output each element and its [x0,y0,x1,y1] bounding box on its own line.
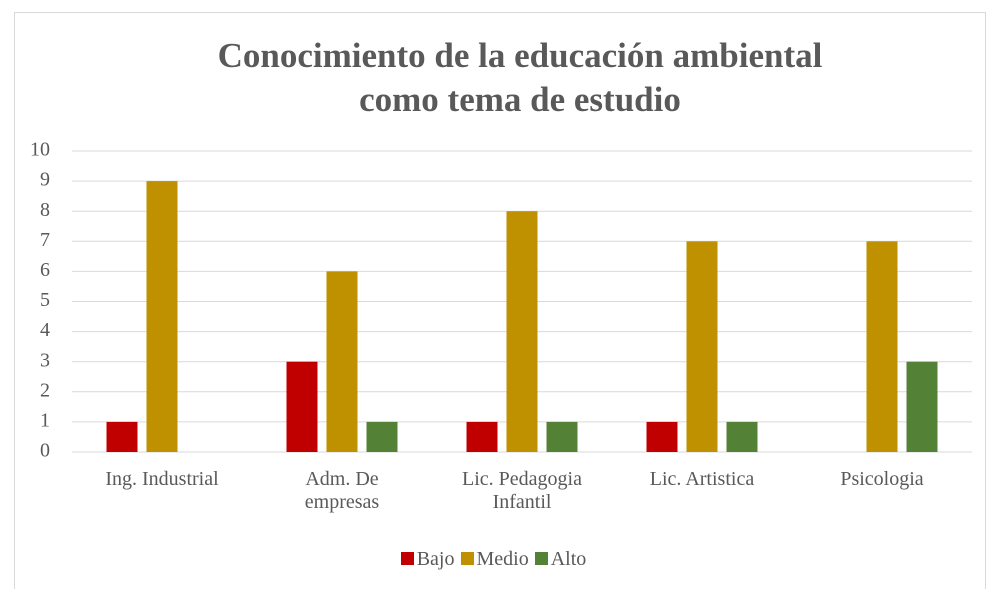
y-tick-label: 1 [40,409,50,431]
legend-swatch [460,552,474,565]
legend-item: Bajo [400,548,455,571]
bar [866,241,898,452]
legend-item: Alto [534,548,587,571]
y-tick-label: 4 [40,319,50,341]
bar [906,361,938,452]
chart-title: Conocimiento de la educación ambiental c… [217,36,823,119]
bar [546,421,578,452]
x-tick-label: Psicologia [840,468,924,490]
bar [286,361,318,452]
bar [326,271,358,452]
bar [106,421,138,452]
x-tick-label: Ing. Industrial [105,468,219,490]
chart-frame [14,12,986,589]
legend-swatch [400,552,414,565]
bar [646,421,678,452]
bar [506,211,538,452]
bar [366,421,398,452]
y-tick-label: 0 [40,440,50,462]
bar [726,421,758,452]
legend-label: Alto [550,548,587,570]
legend-label: Medio [476,548,529,570]
y-tick-label: 9 [40,169,50,191]
x-tick-label: Adm. De empresas [304,468,380,513]
legend-label: Bajo [416,548,455,570]
y-tick-label: 10 [30,139,50,161]
y-tick-label: 5 [40,289,50,311]
bar [146,181,178,452]
y-tick-label: 6 [40,259,50,281]
y-tick-label: 3 [40,349,50,371]
legend-item: Medio [460,548,529,571]
y-tick-label: 8 [40,199,50,221]
legend-swatch [534,552,548,565]
x-tick-label: Lic. Artistica [649,468,755,490]
y-tick-label: 7 [40,229,50,251]
bar [466,421,498,452]
bar [686,241,718,452]
legend: Bajo Medio Alto [0,548,987,571]
x-tick-label: Lic. Pedagogia Infantil [462,468,582,513]
y-tick-label: 2 [40,379,50,401]
